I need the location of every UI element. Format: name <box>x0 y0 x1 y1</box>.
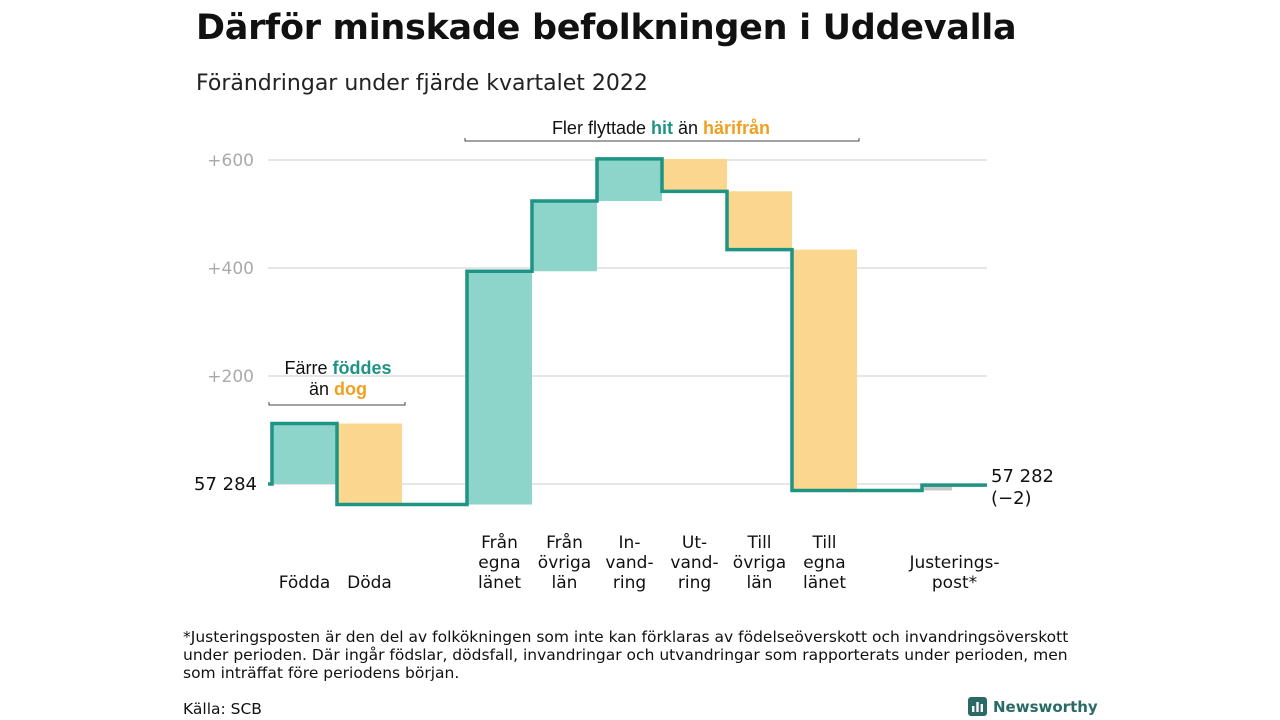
y-tick-label: +400 <box>207 259 254 279</box>
category-label: län <box>552 573 578 593</box>
category-label: ring <box>678 573 711 593</box>
category-label: Födda <box>279 573 331 593</box>
bar-1 <box>337 423 402 505</box>
brand-name: Newsworthy <box>993 697 1098 716</box>
category-label: län <box>747 573 773 593</box>
newsworthy-logo-icon <box>968 697 987 716</box>
cumulative-step-line <box>268 157 987 507</box>
category-label: Från <box>546 532 583 553</box>
category-label: Från <box>481 532 518 553</box>
bar-6 <box>727 191 792 250</box>
category-label: ring <box>613 573 646 593</box>
bar-2 <box>467 271 532 505</box>
bar-7 <box>792 249 857 491</box>
category-label: Ut- <box>682 533 707 553</box>
category-label: vand- <box>670 553 718 573</box>
category-label: länet <box>803 573 846 593</box>
category-label: Justerings- <box>908 553 999 573</box>
category-label: länet <box>478 573 521 593</box>
waterfall-chart: +200 +400 +600 57 284 57 282(−2) Födda Döda Frå… <box>194 118 1054 593</box>
annotation-births-deaths-line2: än dog <box>309 379 367 399</box>
bracket-migration <box>464 138 860 142</box>
category-label: egna <box>803 553 845 573</box>
annotation-births-deaths: Färre föddes <box>284 358 391 378</box>
bracket-births-deaths <box>268 402 406 406</box>
category-label: post* <box>932 573 977 593</box>
category-label: övriga <box>538 553 591 573</box>
chart-title: Därför minskade befolkningen i Uddevalla <box>196 8 1017 48</box>
category-label: Döda <box>347 573 392 593</box>
category-label: vand- <box>605 553 653 573</box>
source-note: Källa: SCB <box>183 700 262 718</box>
category-label: Till <box>811 533 836 553</box>
brand: Newsworthy <box>968 697 1098 716</box>
category-label: Till <box>746 533 771 553</box>
bar-0 <box>272 423 337 484</box>
category-label: In- <box>619 533 641 553</box>
bar-8 <box>923 485 952 491</box>
footnote: *Justeringsposten är den del av folkökni… <box>183 628 1069 682</box>
bar-5 <box>662 158 727 192</box>
y-tick-label: +600 <box>207 151 254 171</box>
end-value-label: 57 282 <box>991 466 1054 487</box>
bar-4 <box>597 158 662 202</box>
y-tick-label: +200 <box>207 367 254 387</box>
start-value-label: 57 284 <box>194 474 257 495</box>
category-label: egna <box>478 553 520 573</box>
category-label: övriga <box>733 553 786 573</box>
annotation-migration: Fler flyttade hit än härifrån <box>552 118 770 138</box>
bar-3 <box>532 201 597 272</box>
end-value-label: (−2) <box>991 488 1032 509</box>
chart-subtitle: Förändringar under fjärde kvartalet 2022 <box>196 71 648 96</box>
